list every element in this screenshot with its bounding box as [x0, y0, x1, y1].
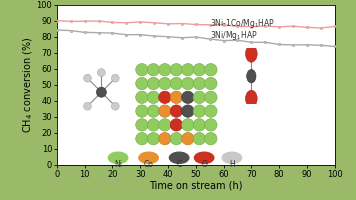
- Text: Ni: Ni: [114, 160, 122, 169]
- Text: Co: Co: [144, 160, 153, 169]
- Text: C: C: [177, 160, 182, 169]
- Circle shape: [139, 152, 158, 163]
- Y-axis label: CH$_4$ conversion (%): CH$_4$ conversion (%): [21, 37, 35, 133]
- Text: O: O: [201, 160, 207, 169]
- Circle shape: [194, 152, 214, 163]
- Text: 3Ni-1Co/Mg$_1$HAP: 3Ni-1Co/Mg$_1$HAP: [210, 17, 275, 30]
- Text: 3Ni/Mg$_1$HAP: 3Ni/Mg$_1$HAP: [210, 29, 257, 42]
- X-axis label: Time on stream (h): Time on stream (h): [149, 180, 242, 190]
- Circle shape: [222, 152, 242, 163]
- Circle shape: [169, 152, 189, 163]
- Text: H: H: [229, 160, 235, 169]
- Circle shape: [108, 152, 128, 163]
